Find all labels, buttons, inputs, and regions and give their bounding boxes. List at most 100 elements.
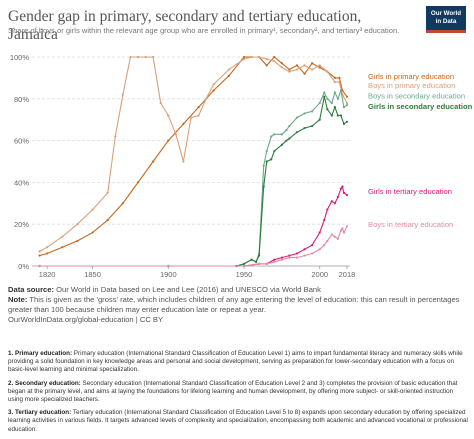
data-point-boys_tertiary: [342, 231, 346, 234]
data-point-girls_primary: [121, 202, 124, 205]
data-point-girls_tertiary: [311, 244, 314, 247]
data-point-girls_tertiary: [273, 258, 276, 261]
data-point-boys_primary: [288, 70, 291, 73]
data-point-boys_primary: [295, 68, 299, 71]
data-point-girls_tertiary: [339, 187, 343, 190]
data-point-boys_tertiary: [280, 258, 283, 261]
data-point-boys_secondary: [303, 112, 306, 115]
data-point-boys_secondary: [311, 110, 314, 113]
data-point-girls_tertiary: [288, 254, 291, 257]
data-point-girls_primary: [345, 95, 349, 98]
data-source: Data source: Our World in Data based on …: [8, 285, 468, 295]
y-axis-ticks: 0% 20% 40% 60% 80% 100%: [10, 53, 30, 271]
data-point-girls_secondary: [255, 260, 258, 263]
footnotes: 1. Primary education: Primary education …: [8, 350, 468, 439]
series-line-girls_secondary: [39, 96, 348, 267]
data-point-girls_tertiary: [326, 208, 329, 211]
data-point-girls_primary: [288, 68, 291, 71]
data-point-girls_primary: [38, 254, 41, 257]
data-point-boys_tertiary: [258, 262, 261, 266]
data-point-boys_secondary: [326, 97, 329, 100]
chart-grid: [32, 56, 350, 267]
data-point-boys_primary: [61, 235, 64, 238]
data-point-girls_tertiary: [280, 256, 283, 259]
data-point-boys_primary: [174, 133, 177, 136]
chart-note: Note: This is given as the 'gross' rate,…: [8, 295, 468, 315]
chart-subtitle: Share of boys or girls within the releva…: [8, 26, 400, 35]
data-point-girls_tertiary: [333, 202, 336, 205]
footnote-primary: 1. Primary education: Primary education …: [8, 350, 468, 375]
data-point-boys_primary: [242, 57, 246, 61]
series-line-boys_primary: [39, 56, 348, 252]
data-point-girls_tertiary: [318, 231, 321, 234]
footnote-primary-label: 1. Primary education:: [8, 350, 73, 357]
data-point-boys_tertiary: [288, 256, 291, 259]
footnote-secondary-text: Secondary education (International Stand…: [8, 379, 458, 404]
data-point-boys_primary: [152, 55, 155, 59]
owid-logo[interactable]: Our World in Data: [426, 6, 466, 33]
data-point-boys_primary: [121, 93, 124, 96]
data-point-boys_primary: [167, 114, 170, 117]
data-point-boys_primary: [318, 64, 321, 67]
data-point-girls_secondary: [288, 137, 291, 140]
data-point-boys_secondary: [345, 103, 349, 107]
series-line-girls_tertiary: [39, 185, 348, 267]
data-point-boys_primary: [303, 64, 306, 67]
data-point-boys_tertiary: [341, 227, 344, 230]
chart-footer: Data source: Our World in Data based on …: [8, 285, 468, 325]
data-point-boys_primary: [159, 101, 162, 105]
data-point-boys_secondary: [323, 91, 326, 94]
series-label-boys_tertiary: Boys in tertiary education: [368, 220, 453, 229]
data-point-boys_secondary: [280, 133, 283, 136]
chart-title: Gender gap in primary, secondary and ter…: [8, 8, 362, 43]
data-point-girls_secondary: [265, 160, 268, 163]
data-point-boys_primary: [46, 246, 49, 249]
data-point-boys_secondary: [270, 135, 273, 138]
data-point-boys_secondary: [262, 164, 265, 167]
series-label-girls_tertiary: Girls in tertiary education: [368, 187, 452, 196]
data-point-girls_tertiary: [341, 185, 344, 188]
data-point-girls_primary: [152, 160, 155, 163]
data-point-girls_secondary: [345, 120, 349, 123]
data-point-girls_primary: [212, 89, 215, 92]
note-label: Note:: [8, 295, 28, 304]
data-point-boys_tertiary: [326, 239, 329, 243]
footnote-secondary-label: 2. Secondary education:: [8, 379, 81, 387]
chart-series: [38, 55, 349, 268]
data-point-boys_secondary: [285, 129, 288, 132]
data-point-boys_tertiary: [318, 248, 321, 251]
data-point-boys_tertiary: [303, 254, 306, 257]
data-point-girls_tertiary: [295, 252, 299, 255]
data-point-boys_secondary: [295, 116, 299, 119]
data-point-girls_primary: [106, 218, 109, 222]
data-point-boys_secondary: [318, 101, 321, 105]
footnote-tertiary: 3. Tertiary education: Tertiary educatio…: [8, 409, 468, 434]
data-point-girls_tertiary: [330, 200, 333, 203]
data-point-girls_primary: [46, 252, 49, 255]
data-point-boys_secondary: [265, 149, 268, 153]
footnote-tertiary-label: 3. Tertiary education:: [8, 409, 72, 417]
line-chart: 0% 20% 40% 60% 80% 100% 1820 1850 1900 1950 2000 2…: [10, 53, 473, 279]
data-point-boys_secondary: [342, 106, 346, 109]
credit-link[interactable]: OurWorldInData.org/global-education | CC…: [8, 315, 164, 324]
series-label-boys_secondary: Boys in secondary education: [368, 92, 465, 101]
x-tick-label: 1820: [39, 270, 56, 279]
data-point-girls_primary: [280, 62, 283, 65]
data-point-boys_primary: [258, 55, 261, 59]
data-point-boys_tertiary: [167, 264, 170, 268]
footnote-tertiary-text: Tertiary education (International Standa…: [8, 409, 468, 433]
data-point-girls_primary: [91, 231, 94, 234]
data-point-girls_primary: [333, 76, 336, 79]
data-point-boys_tertiary: [345, 225, 349, 228]
data-point-boys_tertiary: [38, 264, 41, 268]
data-point-boys_primary: [136, 55, 140, 59]
data-point-boys_primary: [91, 208, 94, 211]
data-point-girls_tertiary: [345, 193, 349, 197]
data-point-girls_secondary: [250, 258, 253, 261]
data-point-girls_tertiary: [336, 195, 339, 199]
data-point-girls_secondary: [333, 106, 336, 109]
data-point-boys_primary: [311, 68, 314, 71]
series-label-boys_primary: Boys in primary education: [368, 81, 455, 90]
x-tick-label: 2018: [339, 270, 356, 279]
data-point-girls_primary: [318, 66, 321, 69]
